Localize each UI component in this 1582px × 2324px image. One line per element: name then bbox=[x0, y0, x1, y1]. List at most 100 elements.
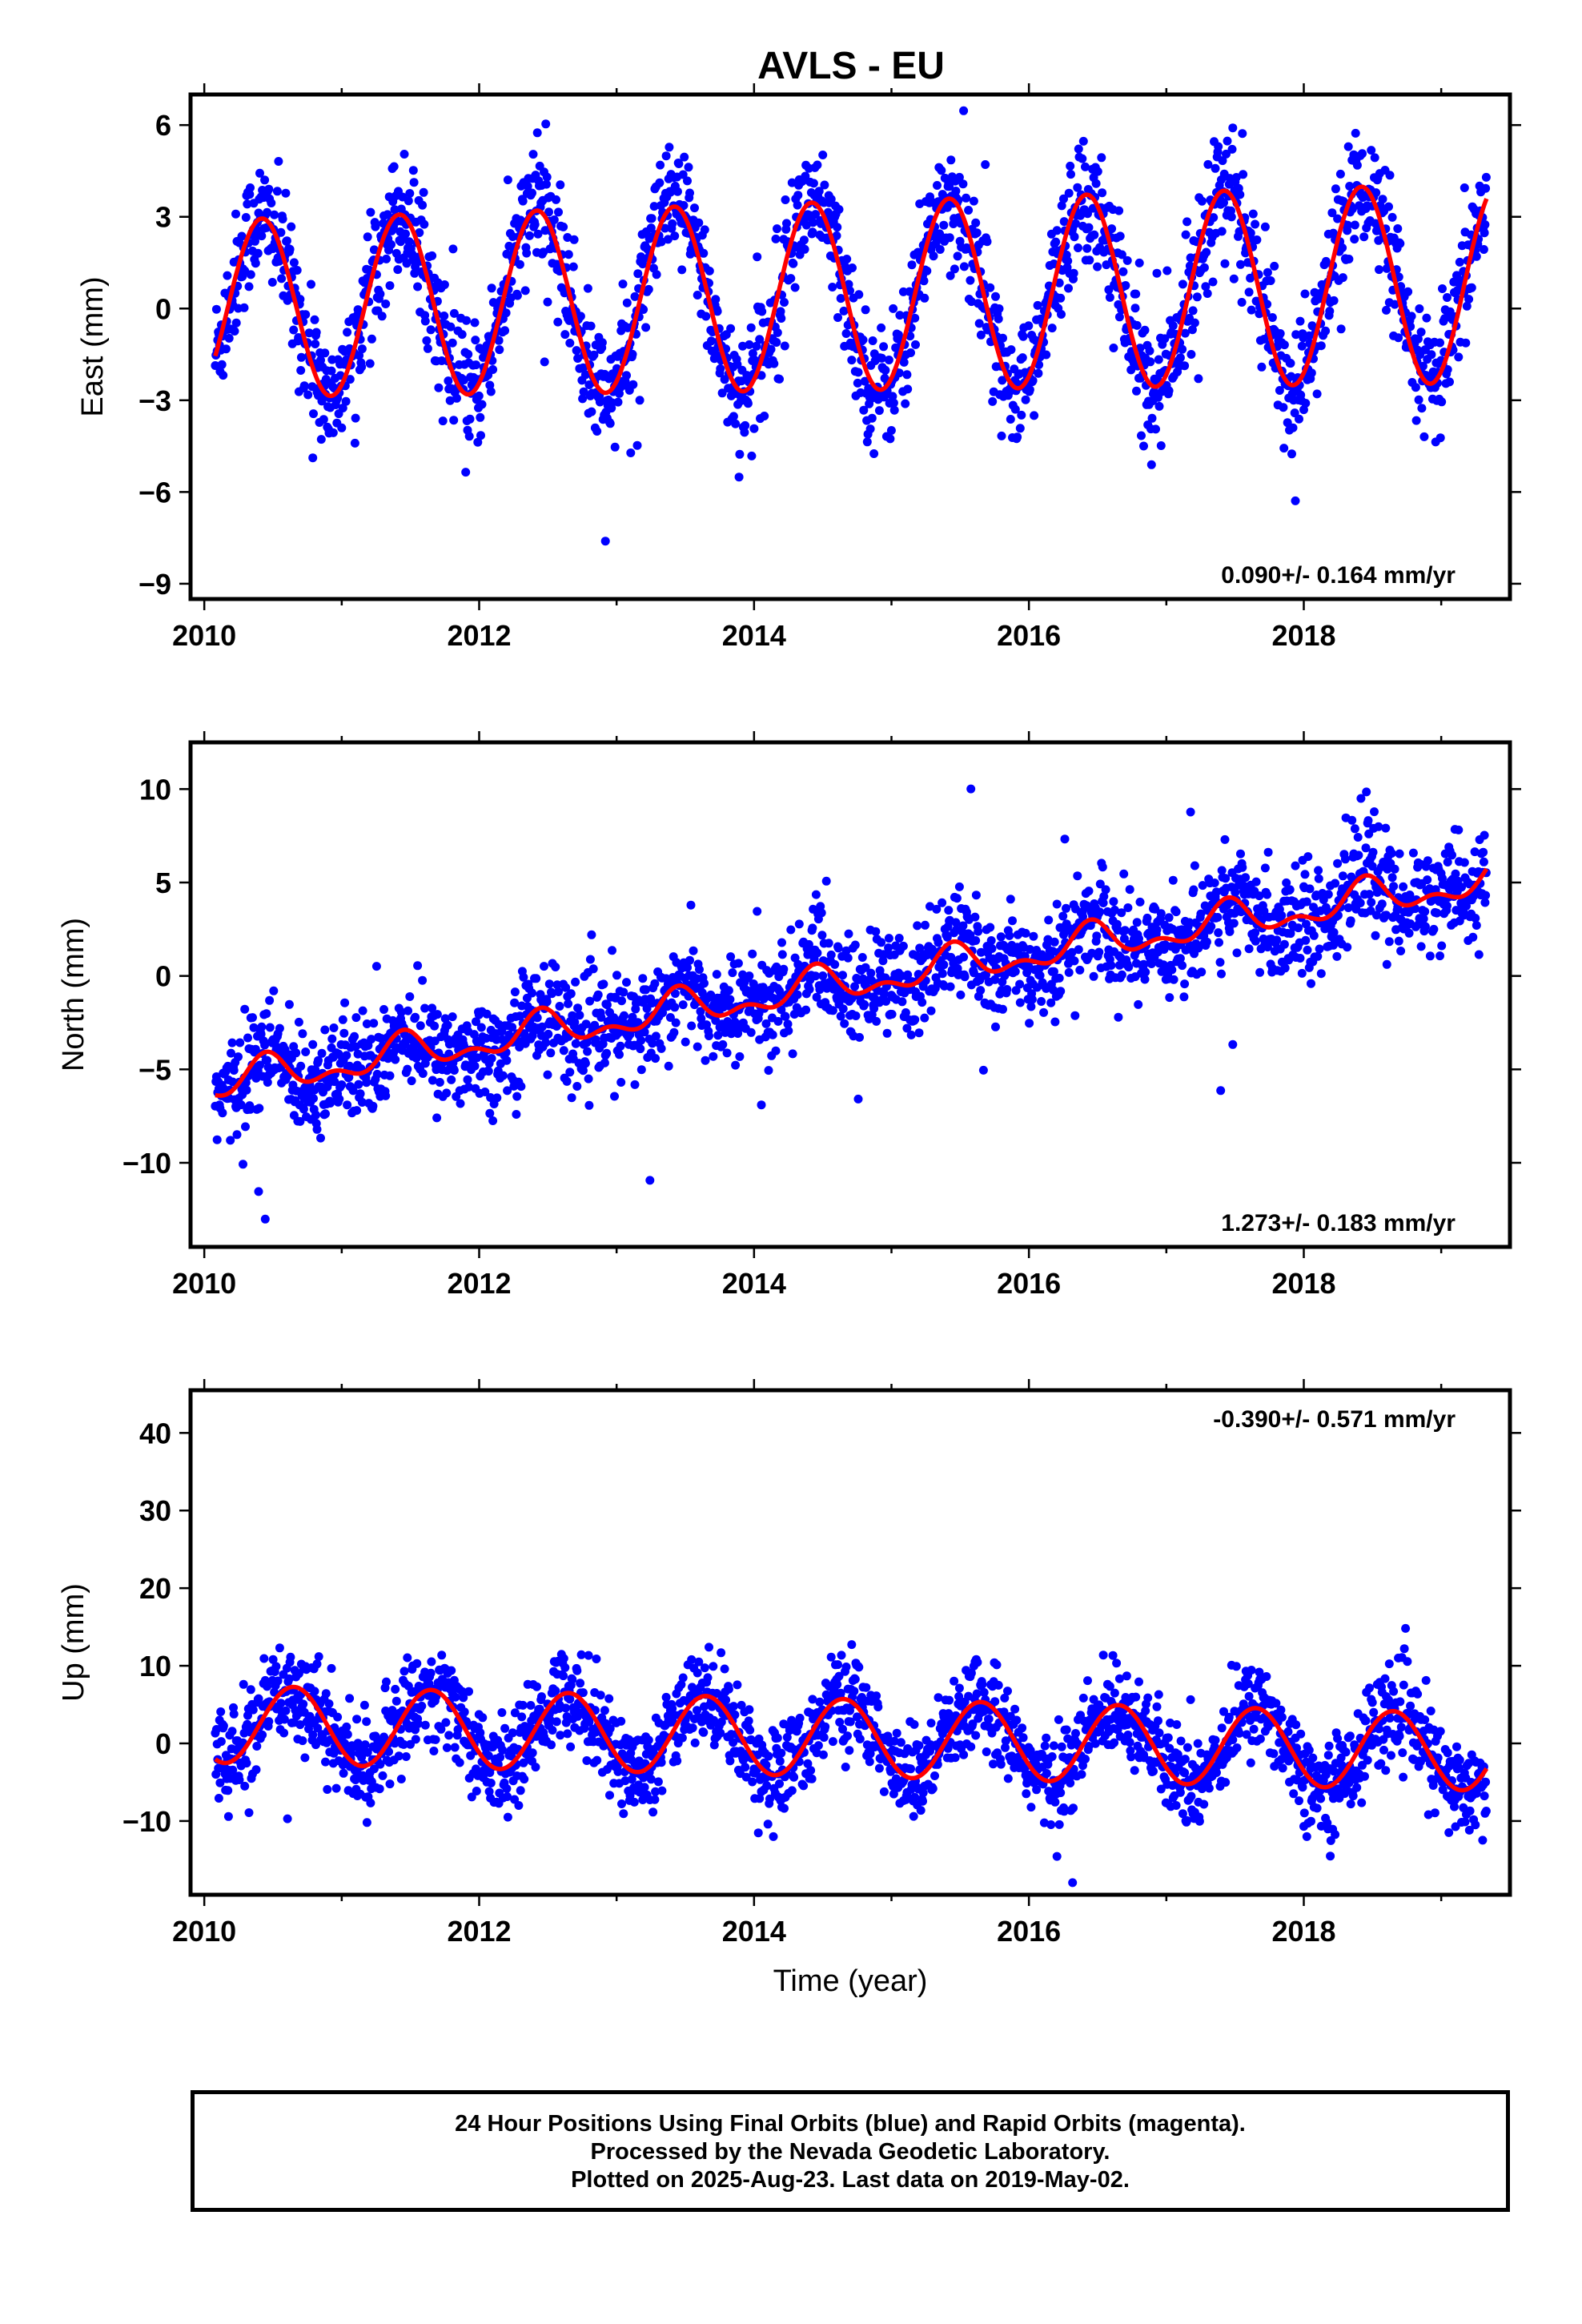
data-point bbox=[564, 250, 573, 259]
data-point bbox=[551, 1686, 560, 1695]
data-point bbox=[1059, 217, 1069, 227]
data-point bbox=[1010, 404, 1020, 414]
data-point bbox=[426, 325, 436, 335]
data-point bbox=[566, 989, 576, 999]
data-point bbox=[865, 424, 875, 434]
data-point bbox=[911, 340, 920, 349]
data-point bbox=[826, 950, 836, 959]
data-point bbox=[214, 1794, 223, 1803]
data-point bbox=[1359, 41, 1368, 50]
data-point bbox=[813, 160, 822, 170]
data-point bbox=[1025, 385, 1034, 395]
data-point bbox=[456, 1099, 465, 1108]
data-point bbox=[1084, 223, 1094, 232]
data-point bbox=[818, 971, 828, 980]
data-point bbox=[420, 219, 429, 229]
data-point bbox=[1350, 824, 1359, 834]
data-point bbox=[470, 1061, 480, 1071]
data-point bbox=[559, 1046, 568, 1055]
data-point bbox=[1277, 911, 1287, 920]
data-point bbox=[241, 1078, 251, 1088]
data-point bbox=[516, 1082, 526, 1092]
data-point bbox=[622, 298, 632, 308]
data-point bbox=[563, 233, 572, 242]
data-point bbox=[711, 1015, 721, 1025]
data-point bbox=[304, 328, 314, 338]
data-point bbox=[638, 974, 648, 983]
data-point bbox=[379, 1005, 388, 1014]
data-point bbox=[1462, 901, 1471, 911]
data-point bbox=[1263, 890, 1272, 899]
data-point bbox=[1460, 183, 1469, 192]
data-point bbox=[905, 287, 914, 296]
data-point bbox=[565, 338, 575, 348]
data-point bbox=[771, 1046, 781, 1055]
data-point bbox=[1052, 899, 1062, 909]
data-point bbox=[271, 1662, 281, 1671]
data-point bbox=[528, 1748, 537, 1758]
data-point bbox=[1266, 276, 1275, 285]
data-point bbox=[1382, 911, 1391, 920]
data-point bbox=[1049, 967, 1058, 976]
data-point bbox=[1411, 383, 1420, 392]
data-point bbox=[651, 1031, 661, 1041]
data-point bbox=[735, 449, 745, 459]
data-point bbox=[738, 341, 748, 351]
data-point bbox=[227, 1038, 237, 1047]
data-point bbox=[817, 931, 827, 940]
data-point bbox=[262, 1009, 271, 1019]
data-point bbox=[329, 1748, 339, 1758]
data-point bbox=[1420, 922, 1430, 931]
data-point bbox=[701, 1055, 710, 1065]
data-point bbox=[1015, 998, 1025, 1007]
data-point bbox=[1238, 862, 1247, 872]
data-point bbox=[319, 415, 328, 424]
data-point bbox=[1190, 861, 1199, 870]
data-point bbox=[317, 1048, 327, 1058]
data-point bbox=[864, 384, 873, 393]
data-point bbox=[1416, 942, 1426, 951]
data-point bbox=[872, 1016, 881, 1026]
data-point bbox=[528, 188, 536, 198]
data-point bbox=[747, 451, 757, 460]
data-point bbox=[552, 195, 560, 204]
data-point bbox=[656, 160, 665, 170]
data-point bbox=[584, 1074, 593, 1084]
data-point bbox=[885, 434, 895, 444]
data-point bbox=[920, 293, 930, 303]
data-point bbox=[1075, 965, 1085, 975]
data-point bbox=[583, 283, 592, 293]
data-point bbox=[311, 1110, 320, 1120]
data-point bbox=[945, 182, 954, 191]
data-point bbox=[381, 300, 391, 308]
x-tick-label: 2014 bbox=[722, 1267, 786, 1300]
data-point bbox=[693, 291, 702, 300]
data-point bbox=[874, 406, 884, 416]
data-point bbox=[368, 1101, 378, 1111]
data-point bbox=[404, 237, 414, 247]
data-point bbox=[929, 251, 938, 261]
data-point bbox=[321, 1689, 331, 1699]
data-point bbox=[1093, 167, 1102, 176]
data-point bbox=[464, 1082, 473, 1092]
data-point bbox=[1217, 227, 1227, 236]
data-point bbox=[1210, 879, 1219, 887]
data-point bbox=[1169, 975, 1178, 984]
data-point bbox=[1367, 862, 1377, 871]
data-point bbox=[279, 1715, 289, 1724]
data-point bbox=[342, 1051, 351, 1060]
data-point bbox=[1350, 235, 1359, 244]
data-point bbox=[966, 784, 976, 794]
data-point bbox=[889, 398, 898, 408]
data-point bbox=[622, 371, 631, 380]
data-point bbox=[496, 1752, 505, 1762]
data-point bbox=[572, 1666, 582, 1675]
data-point bbox=[427, 1657, 436, 1667]
data-point bbox=[937, 166, 946, 175]
data-point bbox=[564, 999, 573, 1008]
data-point bbox=[272, 187, 282, 196]
data-point bbox=[1194, 943, 1203, 953]
data-point bbox=[1035, 971, 1045, 980]
data-point bbox=[449, 308, 459, 318]
data-point bbox=[915, 943, 925, 953]
